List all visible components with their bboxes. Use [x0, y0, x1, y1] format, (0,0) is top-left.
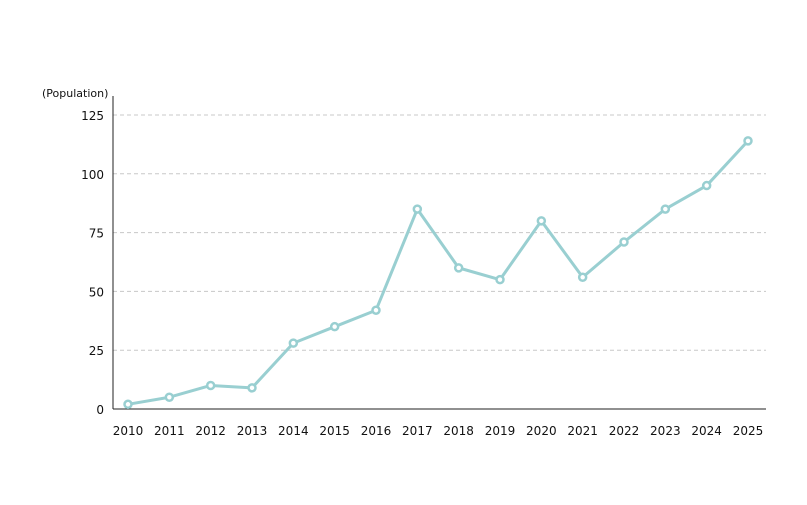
- data-point: [743, 136, 753, 146]
- y-tick-label: 50: [89, 285, 104, 299]
- data-point: [701, 180, 712, 191]
- data-point: [288, 338, 299, 348]
- y-tick-label: 75: [89, 227, 104, 241]
- x-tick-label: 2011: [154, 424, 185, 438]
- data-point: [577, 272, 588, 283]
- x-tick-label: 2016: [361, 424, 392, 438]
- x-tick-label: 2025: [733, 424, 764, 438]
- data-point: [619, 237, 629, 247]
- data-point: [329, 321, 340, 332]
- data-point: [371, 305, 381, 315]
- data-point: [495, 274, 505, 285]
- x-tick-label: 2013: [237, 424, 268, 438]
- x-tick-label: 2012: [195, 424, 226, 438]
- data-point: [247, 383, 257, 393]
- data-point: [123, 399, 133, 410]
- data-point: [412, 204, 423, 214]
- x-tick-label: 2023: [650, 424, 681, 438]
- x-tick-label: 2021: [567, 424, 598, 438]
- y-axis-label: (Population): [42, 87, 108, 100]
- x-tick-label: 2017: [402, 424, 433, 438]
- x-tick-label: 2015: [319, 424, 350, 438]
- data-point: [660, 204, 671, 214]
- data-point: [453, 263, 464, 273]
- series-line: [127, 139, 750, 406]
- x-tick-label: 2014: [278, 424, 309, 438]
- y-tick-label: 0: [96, 403, 104, 417]
- x-tick-label: 2022: [609, 424, 640, 438]
- x-tick-label: 2020: [526, 424, 557, 438]
- data-point: [536, 216, 547, 226]
- x-tick-label: 2019: [485, 424, 516, 438]
- data-point: [164, 392, 175, 402]
- data-point: [205, 380, 216, 391]
- y-tick-label: 100: [81, 168, 104, 182]
- x-tick-label: 2024: [691, 424, 722, 438]
- y-tick-label: 125: [81, 109, 104, 123]
- x-tick-label: 2018: [443, 424, 474, 438]
- x-tick-label: 2010: [113, 424, 144, 438]
- y-tick-label: 25: [89, 344, 104, 358]
